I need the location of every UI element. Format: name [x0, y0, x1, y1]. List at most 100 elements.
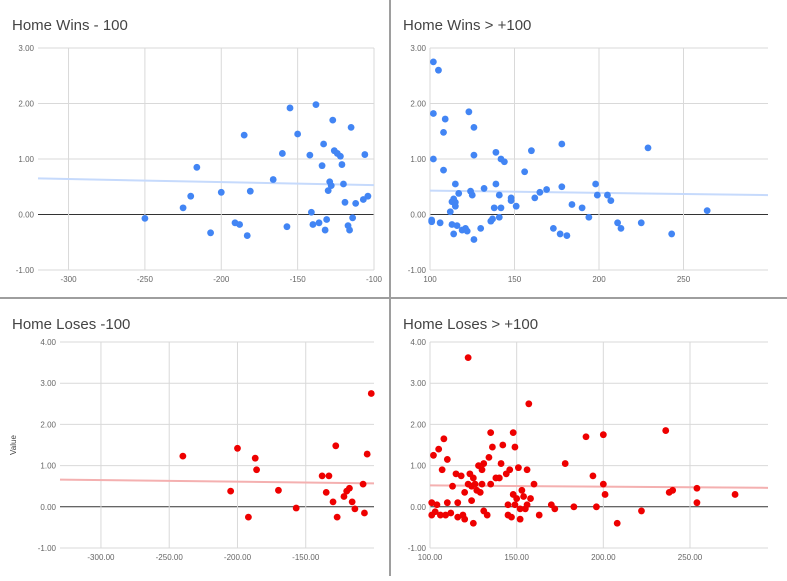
- x-tick-label: -100: [366, 275, 383, 284]
- data-point: [508, 513, 515, 521]
- data-point: [361, 151, 369, 158]
- data-point: [592, 180, 600, 188]
- data-point: [495, 191, 503, 199]
- data-point: [436, 219, 444, 227]
- data-point: [469, 474, 477, 482]
- data-point: [352, 200, 360, 207]
- x-tick-label: 150.00: [504, 553, 529, 562]
- data-point: [604, 191, 611, 199]
- data-point: [338, 161, 346, 168]
- chart-panel-home-wins-minus: Home Wins - 100 -1.00 0.00 1.00 2.00 3.00 -300…: [0, 0, 389, 297]
- data-point: [347, 123, 355, 131]
- data-point: [429, 58, 437, 66]
- data-point: [499, 441, 507, 449]
- data-point: [492, 180, 500, 188]
- x-tick-label: -300: [61, 275, 78, 284]
- chart-title: Home Wins > +100: [403, 17, 531, 34]
- data-point: [582, 433, 590, 441]
- data-point: [599, 480, 607, 488]
- data-point: [457, 472, 465, 480]
- data-point: [461, 515, 469, 523]
- y-tick-label: 2.00: [410, 100, 426, 109]
- data-point: [455, 190, 463, 197]
- data-point: [240, 131, 248, 139]
- data-point: [318, 162, 326, 170]
- data-point: [306, 151, 314, 159]
- data-point: [492, 148, 500, 156]
- data-point: [253, 466, 260, 474]
- data-point: [703, 207, 711, 215]
- data-point: [556, 230, 564, 238]
- x-tick-label: -150.00: [292, 553, 320, 562]
- data-point: [443, 499, 451, 507]
- data-point: [363, 450, 371, 458]
- data-point: [446, 208, 454, 216]
- data-point: [431, 508, 439, 516]
- data-point: [429, 110, 437, 117]
- y-tick-label: 3.00: [18, 44, 34, 53]
- data-point: [429, 155, 437, 163]
- data-point: [340, 180, 347, 188]
- y-tick-label: 0.00: [410, 503, 426, 512]
- data-point: [320, 140, 327, 148]
- chart-svg-home-loses-plus: Home Loses > +100 -1.00 0.00 1.00 2.00 3.00 4.…: [403, 316, 769, 562]
- data-point: [487, 429, 495, 437]
- data-point: [428, 218, 436, 226]
- data-point: [246, 187, 254, 195]
- y-tick-label: 3.00: [410, 44, 426, 53]
- data-point: [351, 505, 359, 513]
- data-point: [451, 180, 459, 188]
- y-tick-label: -1.00: [16, 266, 35, 275]
- data-point: [516, 515, 524, 523]
- data-point: [450, 230, 458, 238]
- y-tick-label: 4.00: [410, 338, 426, 347]
- trendline: [37, 177, 375, 187]
- data-point: [187, 192, 195, 200]
- data-point: [613, 519, 621, 527]
- data-point: [669, 486, 677, 494]
- data-point: [662, 427, 670, 434]
- data-point: [325, 472, 333, 480]
- data-point: [478, 466, 486, 474]
- data-point: [516, 505, 524, 513]
- data-point: [530, 480, 538, 488]
- data-point: [511, 501, 519, 509]
- chart-svg-home-loses-minus: Home Loses -100 -1.00 0.00 1.00 2.00 3.00 4.00…: [9, 316, 375, 562]
- data-point: [359, 480, 367, 488]
- data-point: [318, 472, 326, 480]
- data-point: [292, 504, 300, 512]
- x-tick-label: 250.00: [678, 553, 703, 562]
- panel-divider-horizontal: [0, 297, 787, 299]
- data-point: [441, 115, 449, 123]
- data-point: [570, 503, 578, 511]
- chart-title: Home Loses -100: [12, 316, 130, 333]
- x-tick-label: -200.00: [224, 553, 252, 562]
- data-point: [454, 513, 462, 521]
- data-point: [179, 452, 187, 460]
- data-point: [668, 230, 676, 238]
- data-point: [449, 482, 456, 490]
- data-point: [563, 232, 571, 239]
- x-tick-label: -250.00: [156, 553, 184, 562]
- data-point: [511, 443, 519, 451]
- trendline: [429, 484, 769, 489]
- data-point: [589, 472, 597, 480]
- data-point: [593, 503, 600, 511]
- data-point: [364, 192, 372, 200]
- x-tick-label: 150: [508, 275, 522, 284]
- x-tick-label: 200: [592, 275, 606, 284]
- data-point: [321, 226, 329, 234]
- data-point: [294, 130, 302, 138]
- data-point: [322, 488, 330, 496]
- data-point: [478, 480, 486, 488]
- data-point: [348, 498, 356, 506]
- data-point: [476, 488, 484, 496]
- x-tick-label: -150: [290, 275, 307, 284]
- data-point: [509, 429, 517, 437]
- y-tick-label: 1.00: [18, 155, 34, 164]
- data-point: [515, 464, 522, 472]
- data-point: [480, 185, 488, 192]
- data-point: [487, 480, 495, 488]
- data-point: [465, 108, 473, 116]
- data-point: [468, 191, 476, 199]
